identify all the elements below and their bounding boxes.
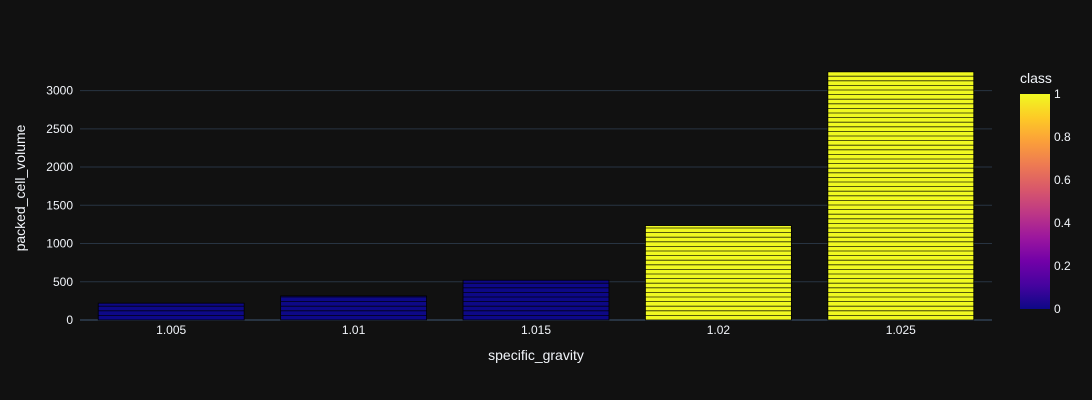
x-tick-label: 1.025 [886,323,916,337]
bar [645,225,792,321]
colorbar-tick-label: 0.2 [1054,259,1071,273]
colorbar-tick-label: 0.4 [1054,216,1071,230]
bar [280,295,427,321]
y-tick-label: 0 [66,313,73,327]
x-tick-label: 1.005 [156,323,186,337]
colorbar-gradient [1020,94,1050,309]
colorbar-ticks: 0 0.2 0.4 0.6 0.8 1 [1054,87,1071,316]
y-tick-label: 3000 [46,84,73,98]
x-axis-title: specific_gravity [488,347,584,363]
bar [462,279,610,321]
y-tick-label: 2500 [46,122,73,136]
bar [97,302,245,321]
y-tick-label: 2000 [46,160,73,174]
colorbar-tick-label: 0.8 [1054,130,1071,144]
x-axis-ticks: 1.005 1.01 1.015 1.02 1.025 [156,323,916,337]
y-tick-label: 1000 [46,237,73,251]
y-axis-title: packed_cell_volume [12,124,28,251]
y-axis-ticks: 0 500 1000 1500 2000 2500 3000 [46,84,73,327]
colorbar-tick-label: 1 [1054,87,1061,101]
y-tick-label: 1500 [46,198,73,212]
x-tick-label: 1.01 [342,323,366,337]
colorbar: class 0 0.2 0.4 0.6 0.8 1 [1020,70,1071,316]
colorbar-title: class [1020,70,1052,86]
colorbar-tick-label: 0 [1054,302,1061,316]
colorbar-tick-label: 0.6 [1054,173,1071,187]
bars [97,71,975,321]
x-tick-label: 1.015 [521,323,551,337]
x-tick-label: 1.02 [707,323,731,337]
y-tick-label: 500 [53,275,73,289]
